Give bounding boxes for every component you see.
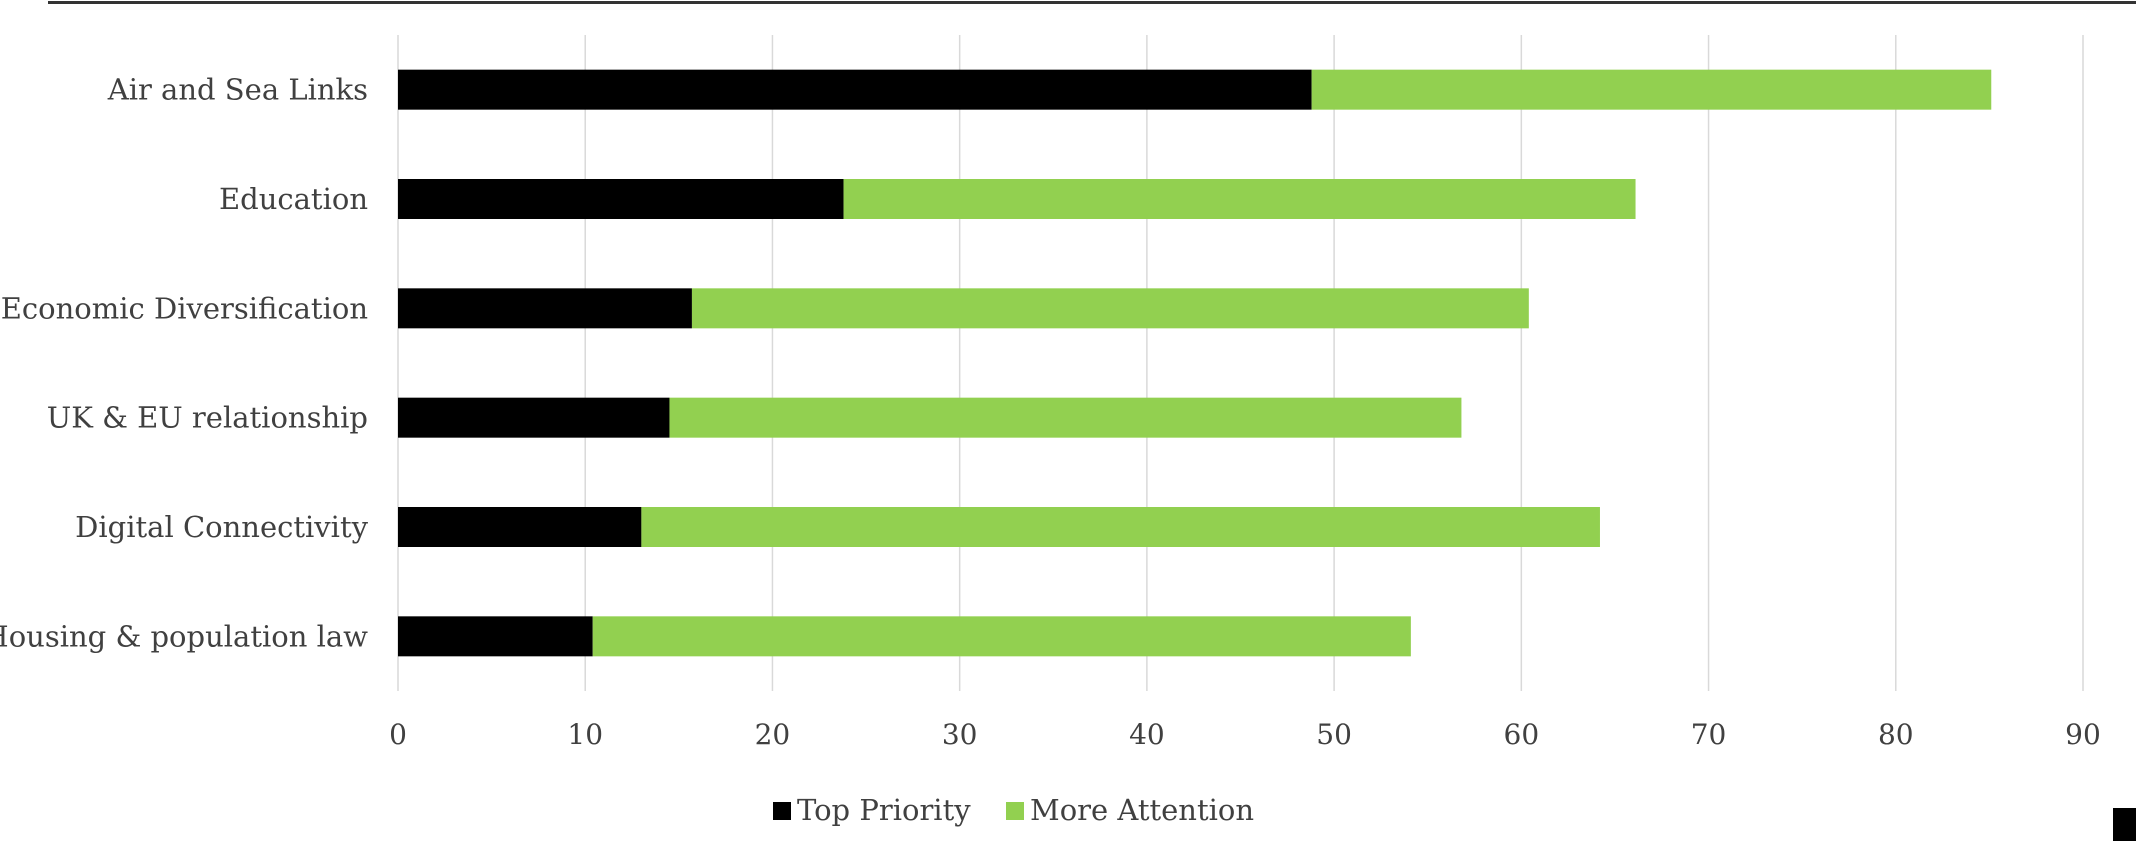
x-tick-label: 70 (1691, 718, 1727, 751)
cropped-logo-fragment (2113, 808, 2136, 841)
category-label: Housing & population law (0, 619, 368, 653)
bar-more-attention (592, 616, 1411, 657)
legend: Top Priority More Attention (773, 793, 1254, 827)
bar-top-priority (398, 507, 642, 547)
x-tick-label: 40 (1129, 718, 1165, 751)
category-label: Economic Diversification (1, 291, 368, 325)
category-label: UK & EU relationship (47, 401, 368, 435)
category-labels: Air and Sea Links Education Economic Diver… (0, 73, 369, 654)
bar-top-priority (398, 69, 1312, 110)
gridlines (397, 35, 2084, 691)
x-tick-label: 90 (2065, 718, 2101, 751)
legend-swatch-more-attention (1006, 802, 1024, 820)
bar-more-attention (669, 397, 1462, 438)
x-tick-label: 50 (1316, 718, 1352, 751)
bar-more-attention (1311, 69, 1992, 110)
bar-more-attention (691, 288, 1529, 329)
bar-top-priority (398, 288, 692, 329)
legend-label-more-attention: More Attention (1030, 793, 1254, 827)
bar-top-priority (398, 179, 844, 219)
x-axis-tick-labels: 0 10 20 30 40 50 60 70 80 90 (389, 718, 2101, 751)
x-tick-label: 20 (755, 718, 791, 751)
bar-group (398, 69, 1992, 657)
category-label: Education (219, 182, 368, 216)
x-tick-label: 0 (389, 718, 407, 751)
x-tick-label: 60 (1504, 718, 1540, 751)
bar-top-priority (398, 397, 670, 438)
top-divider-line (48, 1, 2136, 4)
legend-label-top-priority: Top Priority (797, 793, 971, 827)
x-tick-label: 10 (567, 718, 603, 751)
legend-swatch-top-priority (773, 802, 791, 820)
x-tick-label: 80 (1878, 718, 1914, 751)
category-label: Air and Sea Links (107, 73, 368, 107)
x-tick-label: 30 (942, 718, 978, 751)
category-label: Digital Connectivity (75, 510, 368, 544)
bar-top-priority (398, 616, 593, 657)
bar-more-attention (843, 179, 1636, 219)
bar-more-attention (641, 507, 1600, 547)
